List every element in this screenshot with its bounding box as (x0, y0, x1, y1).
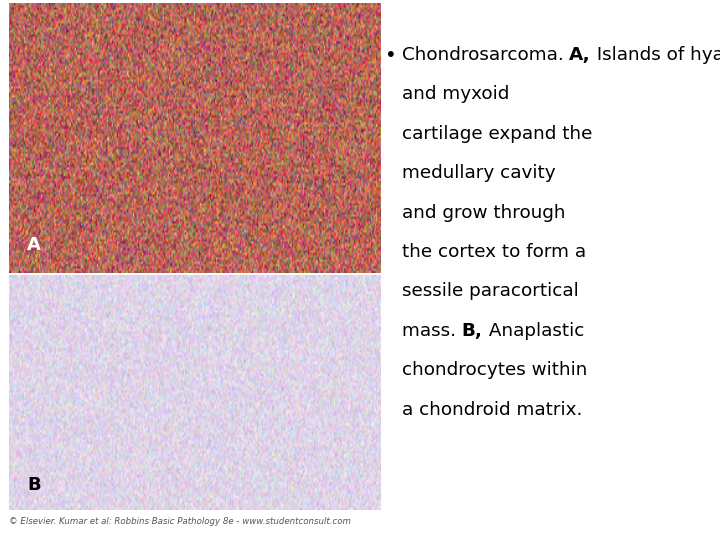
Text: the cortex to form a: the cortex to form a (402, 243, 586, 261)
Text: chondrocytes within: chondrocytes within (402, 361, 587, 379)
Text: B,: B, (462, 322, 482, 340)
Text: Chondrosarcoma.: Chondrosarcoma. (402, 46, 570, 64)
Text: medullary cavity: medullary cavity (402, 164, 555, 182)
Text: Anaplastic: Anaplastic (482, 322, 584, 340)
Text: mass.: mass. (402, 322, 462, 340)
Text: sessile paracortical: sessile paracortical (402, 282, 578, 300)
Text: Islands of hyaline: Islands of hyaline (591, 46, 720, 64)
Text: B: B (27, 476, 41, 494)
Text: cartilage expand the: cartilage expand the (402, 125, 592, 143)
Text: •: • (385, 46, 397, 65)
Text: and myxoid: and myxoid (402, 85, 509, 103)
Text: A,: A, (570, 46, 591, 64)
Text: A: A (27, 236, 41, 254)
Text: a chondroid matrix.: a chondroid matrix. (402, 401, 582, 418)
Text: © Elsevier. Kumar et al: Robbins Basic Pathology 8e - www.studentconsult.com: © Elsevier. Kumar et al: Robbins Basic P… (9, 517, 351, 526)
Text: and grow through: and grow through (402, 204, 565, 221)
